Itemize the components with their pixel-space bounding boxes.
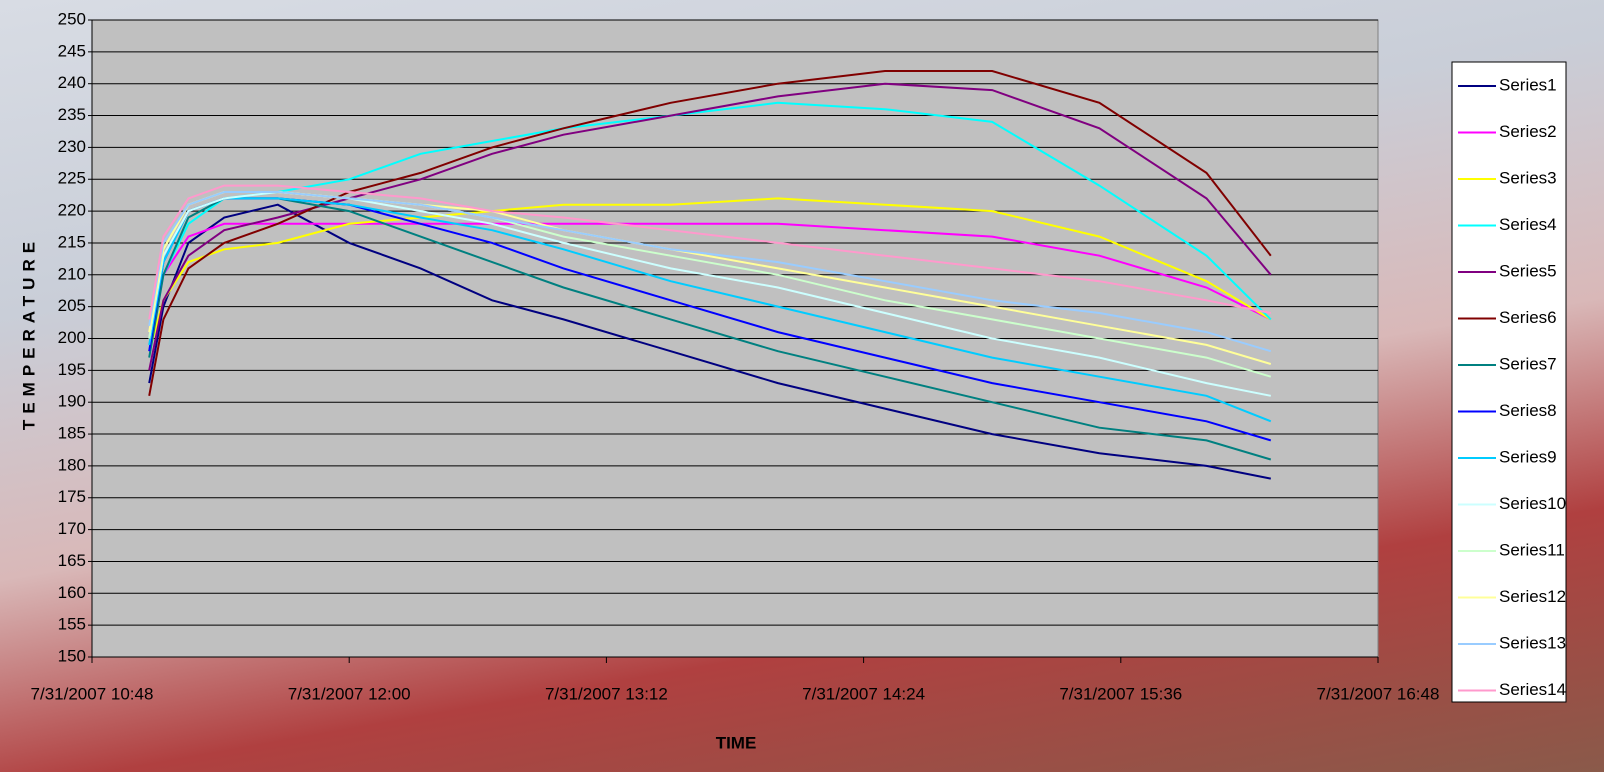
legend-label: Series6 [1499, 308, 1557, 327]
x-tick-label: 7/31/2007 15:36 [1059, 684, 1182, 703]
legend-label: Series5 [1499, 261, 1557, 280]
legend-label: Series11 [1499, 540, 1565, 559]
y-tick-label: 240 [58, 73, 86, 92]
legend-label: Series3 [1499, 168, 1557, 187]
y-tick-label: 180 [58, 455, 86, 474]
x-tick-label: 7/31/2007 13:12 [545, 684, 668, 703]
legend-label: Series10 [1499, 494, 1566, 513]
page: TIME TEMPERATURE 150 155 160 165 170 175 180 18… [0, 0, 1604, 772]
x-tick-label: 7/31/2007 16:48 [1317, 684, 1440, 703]
y-tick-label: 230 [58, 137, 86, 156]
y-tick-label: 245 [58, 41, 86, 60]
legend-label: Series9 [1499, 447, 1557, 466]
y-tick-label: 165 [58, 551, 86, 570]
y-tick-label: 155 [58, 615, 86, 634]
y-tick-label: 220 [58, 201, 86, 220]
legend-label: Series14 [1499, 680, 1566, 699]
legend-label: Series2 [1499, 122, 1557, 141]
y-tick-label: 235 [58, 105, 86, 124]
legend-label: Series13 [1499, 633, 1566, 652]
x-axis-label: TIME [716, 733, 757, 752]
y-tick-label: 185 [58, 424, 86, 443]
y-tick-label: 205 [58, 296, 86, 315]
y-tick-label: 195 [58, 360, 86, 379]
legend-label: Series4 [1499, 215, 1557, 234]
y-tick-label: 150 [58, 646, 86, 665]
y-tick-label: 215 [58, 232, 86, 251]
legend-label: Series1 [1499, 75, 1557, 94]
chart: TIME TEMPERATURE 150 155 160 165 170 175 180 18… [0, 0, 1604, 772]
y-tick-label: 210 [58, 264, 86, 283]
x-tick-label: 7/31/2007 10:48 [31, 684, 154, 703]
legend-label: Series8 [1499, 401, 1557, 420]
legend-label: Series12 [1499, 587, 1566, 606]
y-axis-label: TEMPERATURE [19, 236, 38, 430]
y-tick-label: 175 [58, 487, 86, 506]
y-tick-label: 190 [58, 392, 86, 411]
x-tick-label: 7/31/2007 14:24 [802, 684, 925, 703]
legend-label: Series7 [1499, 354, 1557, 373]
y-tick-label: 170 [58, 519, 86, 538]
y-tick-label: 250 [58, 9, 86, 28]
y-tick-label: 160 [58, 583, 86, 602]
y-tick-label: 225 [58, 169, 86, 188]
legend [1452, 62, 1566, 702]
y-tick-label: 200 [58, 328, 86, 347]
x-tick-label: 7/31/2007 12:00 [288, 684, 411, 703]
